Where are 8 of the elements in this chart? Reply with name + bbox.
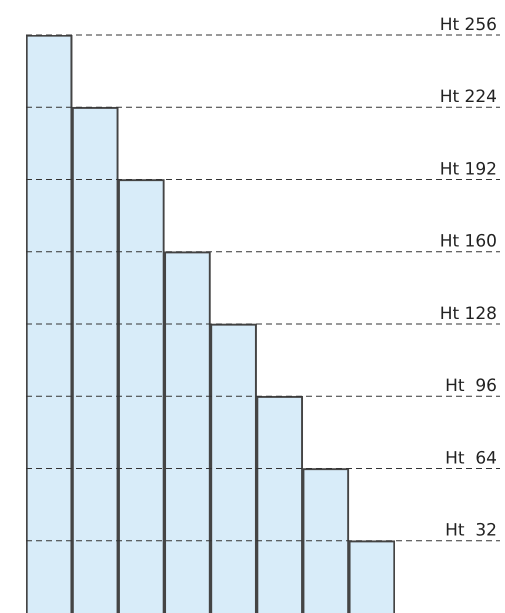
ref-line-label: Ht 64	[445, 448, 497, 468]
ref-line-label: Ht 192	[440, 159, 497, 180]
ref-line-label: Ht 256	[440, 14, 497, 35]
ref-line-label: Ht 160	[440, 232, 497, 252]
ref-line-label: Ht 224	[440, 87, 497, 108]
ref-line-label: Ht 96	[445, 376, 497, 396]
ref-line-label: Ht 32	[445, 520, 497, 541]
ref-line-label: Ht 128	[440, 304, 497, 324]
